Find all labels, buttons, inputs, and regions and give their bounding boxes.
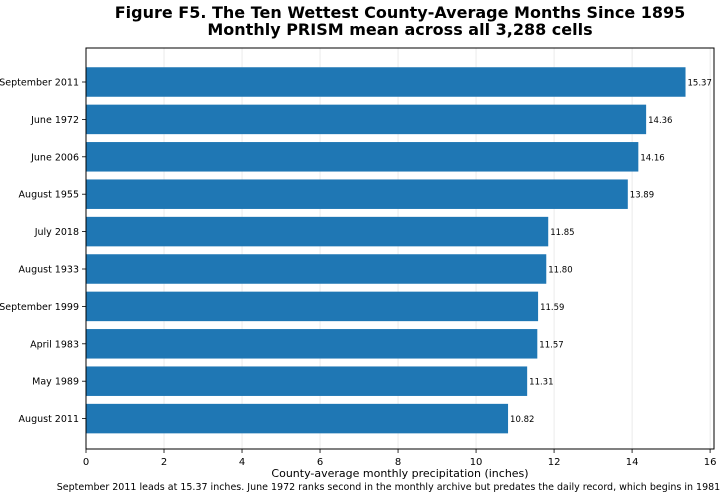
bar bbox=[86, 216, 549, 247]
y-tick-labels: September 2011 June 1972 June 2006 August 1… bbox=[0, 78, 86, 425]
chart-title: Figure F5. The Ten Wettest County-Averag… bbox=[114, 3, 686, 22]
y-tick-label: August 1955 bbox=[19, 190, 79, 201]
y-tick-label: July 2018 bbox=[34, 227, 79, 238]
bar bbox=[86, 179, 628, 209]
bar-value-label: 13.89 bbox=[630, 191, 654, 201]
bar-value-label: 14.36 bbox=[648, 116, 672, 126]
bars bbox=[86, 67, 686, 434]
x-tick-label: 4 bbox=[239, 457, 245, 468]
x-tick-label: 12 bbox=[548, 457, 561, 468]
y-tick-label: May 1989 bbox=[32, 377, 79, 388]
bar bbox=[86, 254, 547, 284]
bar-value-label: 11.59 bbox=[540, 303, 564, 313]
figure-caption: September 2011 leads at 15.37 inches. Ju… bbox=[56, 482, 720, 493]
y-tick-label: September 1999 bbox=[0, 302, 79, 313]
y-tick-label: June 1972 bbox=[30, 115, 79, 126]
plot-frame bbox=[85, 47, 715, 450]
y-tick-label: August 1933 bbox=[19, 265, 79, 276]
bar bbox=[86, 142, 639, 172]
bar-value-label: 10.82 bbox=[510, 415, 534, 425]
bar-value-label: 11.80 bbox=[548, 266, 572, 276]
bar bbox=[86, 291, 539, 322]
x-tick-label: 14 bbox=[626, 457, 639, 468]
x-axis-label: County-average monthly precipitation (in… bbox=[271, 467, 528, 480]
bar-value-label: 11.57 bbox=[539, 340, 563, 350]
x-tick-label: 8 bbox=[395, 457, 401, 468]
x-tick-label: 2 bbox=[161, 457, 167, 468]
bar bbox=[86, 104, 647, 135]
x-tick-label: 16 bbox=[704, 457, 717, 468]
chart-subtitle: Monthly PRISM mean across all 3,288 cell… bbox=[207, 20, 593, 39]
y-tick-label: September 2011 bbox=[0, 78, 79, 89]
x-tick-label: 10 bbox=[470, 457, 483, 468]
bar bbox=[86, 329, 538, 359]
bar-value-label: 14.16 bbox=[640, 153, 664, 163]
x-tick-label: 0 bbox=[83, 457, 89, 468]
x-tick-labels: 0 2 4 6 8 10 12 14 16 bbox=[83, 449, 717, 468]
y-tick-label: August 2011 bbox=[19, 414, 79, 425]
bar bbox=[86, 67, 686, 97]
y-tick-label: April 1983 bbox=[30, 339, 79, 350]
bar-value-label: 15.37 bbox=[688, 79, 712, 89]
x-tick-label: 6 bbox=[317, 457, 323, 468]
value-labels: 15.37 14.36 14.16 13.89 11.85 11.80 11.59 11.57… bbox=[510, 79, 712, 426]
bar bbox=[86, 366, 528, 396]
bar-value-label: 11.85 bbox=[550, 228, 574, 238]
y-tick-label: June 2006 bbox=[30, 152, 79, 163]
bar-value-label: 11.31 bbox=[529, 378, 553, 388]
bar bbox=[86, 403, 509, 434]
